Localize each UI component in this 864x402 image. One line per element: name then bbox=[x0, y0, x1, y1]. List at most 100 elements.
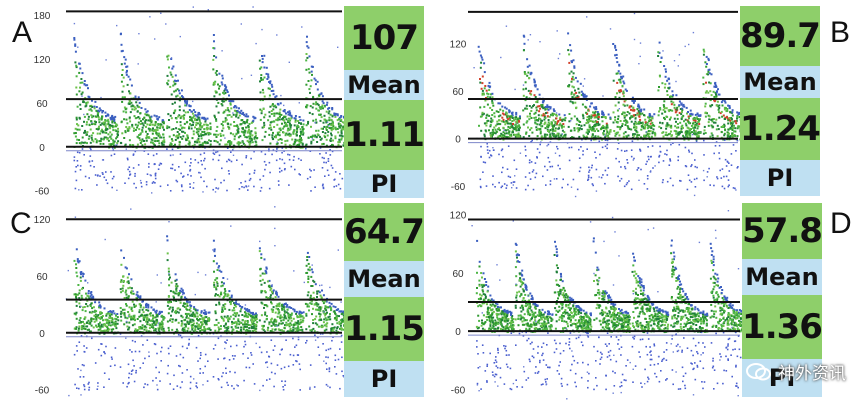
spectrum-dot bbox=[187, 327, 190, 330]
spectrum-dot bbox=[272, 138, 275, 140]
noise-dot bbox=[628, 180, 630, 182]
spectrum-dot bbox=[215, 303, 218, 306]
spectrum-dot bbox=[177, 79, 179, 82]
spectrum-dot bbox=[251, 134, 254, 137]
spectrum-dot bbox=[75, 317, 78, 320]
spectrum-dot bbox=[134, 123, 137, 126]
spectrum-dot bbox=[234, 105, 237, 108]
spectrum-dot bbox=[82, 320, 84, 323]
spectrum-dot bbox=[231, 309, 234, 312]
noise-dot bbox=[498, 181, 500, 184]
spectrum-dot bbox=[681, 109, 684, 111]
spectrum-dot bbox=[605, 128, 608, 131]
noise-dot bbox=[76, 387, 78, 389]
spectrum-dot bbox=[244, 313, 247, 316]
spectrum-dot bbox=[163, 139, 166, 142]
spectrum-dot bbox=[112, 129, 115, 132]
noise-dot bbox=[204, 167, 206, 170]
spectrum-dot bbox=[294, 119, 297, 122]
spectrum-dot bbox=[239, 305, 242, 308]
spectrum-dot bbox=[684, 131, 687, 134]
spectrum-dot bbox=[272, 89, 275, 92]
spectrum-dot bbox=[488, 129, 490, 132]
spectrum-dot bbox=[109, 126, 111, 128]
spectrum-dot bbox=[168, 278, 170, 281]
spectrum-dot bbox=[114, 129, 117, 132]
noise-dot bbox=[486, 145, 489, 148]
spectrum-dot bbox=[723, 124, 726, 127]
spectrum-dot bbox=[94, 115, 97, 118]
noise-dot bbox=[590, 176, 593, 179]
spectrum-dot bbox=[660, 56, 663, 59]
noise-dot bbox=[283, 104, 285, 107]
spectrum-dot bbox=[688, 128, 691, 131]
spectrum-dot bbox=[261, 61, 264, 64]
spectrum-dot bbox=[212, 47, 215, 49]
spectrum-dot bbox=[187, 313, 190, 316]
spectrum-dot bbox=[276, 142, 279, 145]
noise-dot bbox=[236, 159, 238, 161]
spectrum-dot bbox=[97, 328, 100, 331]
spectrum-dot bbox=[78, 325, 81, 328]
spectrum-dot bbox=[241, 127, 244, 130]
spectrum-dot bbox=[630, 105, 633, 108]
spectrum-dot bbox=[203, 329, 206, 332]
spectrum-dot bbox=[555, 114, 558, 117]
spectrum-dot bbox=[158, 116, 161, 119]
noise-dot bbox=[197, 334, 200, 337]
spectrum-dot bbox=[574, 89, 576, 92]
spectrum-dot bbox=[162, 327, 165, 330]
spectrum-dot bbox=[273, 135, 276, 138]
spectrum-dot bbox=[321, 106, 324, 108]
noise-dot bbox=[277, 180, 280, 182]
spectrum-dot bbox=[273, 120, 276, 123]
noise-dot bbox=[114, 364, 116, 367]
spectrum-dot bbox=[203, 312, 206, 315]
noise-dot bbox=[633, 38, 636, 41]
spectrum-dot bbox=[179, 128, 182, 131]
spectrum-dot bbox=[287, 133, 290, 136]
spectrum-dot bbox=[135, 101, 138, 104]
spectrum-dot bbox=[307, 46, 310, 49]
spectrum-dot bbox=[635, 129, 638, 132]
spectrum-dot bbox=[121, 100, 124, 103]
spectrum-dot bbox=[327, 107, 330, 110]
spectrum-dot bbox=[158, 312, 161, 315]
noise-dot bbox=[570, 146, 573, 149]
spectrum-dot bbox=[673, 117, 676, 120]
spectrum-dot bbox=[619, 72, 622, 75]
spectrum-dot bbox=[484, 99, 487, 102]
spectrum-dot bbox=[147, 318, 150, 321]
spectrum-dot bbox=[181, 130, 183, 133]
noise-dot bbox=[111, 186, 113, 189]
spectrum-dot bbox=[714, 84, 717, 87]
spectrum-dot bbox=[141, 126, 144, 129]
noise-dot bbox=[196, 386, 198, 389]
noise-dot bbox=[88, 161, 91, 163]
spectrum-dot bbox=[254, 318, 257, 321]
spectrum-dot bbox=[513, 119, 516, 122]
noise-dot bbox=[178, 166, 180, 168]
spectrum-dot bbox=[673, 129, 676, 132]
noise-dot bbox=[226, 147, 229, 149]
spectrum-dot bbox=[214, 312, 217, 315]
spectrum-dot bbox=[699, 131, 702, 134]
spectrum-dot bbox=[166, 127, 169, 130]
spectrum-dot bbox=[673, 103, 676, 106]
spectrum-dot bbox=[544, 133, 547, 136]
spectrum-dot bbox=[134, 128, 137, 131]
noise-dot bbox=[213, 153, 216, 155]
spectrum-dot bbox=[556, 132, 559, 135]
spectrum-dot bbox=[552, 135, 555, 138]
spectrum-dot bbox=[646, 121, 649, 124]
noise-dot bbox=[606, 147, 608, 150]
spectrum-dot bbox=[562, 118, 565, 121]
spectrum-dot bbox=[220, 325, 222, 328]
spectrum-dot bbox=[553, 133, 555, 136]
spectrum-dot bbox=[200, 324, 203, 327]
noise-dot bbox=[140, 185, 143, 188]
spectrum-dot bbox=[340, 131, 343, 134]
spectrum-dot bbox=[601, 110, 604, 113]
spectrum-dot bbox=[511, 126, 514, 129]
spectrum-dot bbox=[702, 83, 705, 86]
